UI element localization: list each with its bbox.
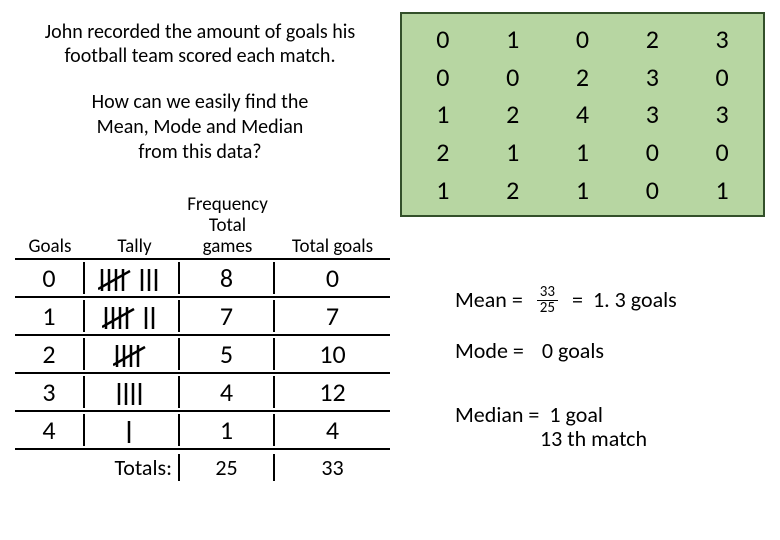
data-grid: 0102300230124332110012101 [400, 12, 765, 217]
cell-tally [85, 338, 180, 370]
cell-goals: 3 [15, 376, 85, 408]
cell-total: 10 [275, 338, 390, 370]
totals-goals: 33 [275, 454, 390, 481]
data-cell: 0 [687, 133, 757, 171]
median-label: Median = [455, 402, 539, 428]
question-line: from this data? [138, 140, 261, 164]
data-cell: 3 [687, 20, 757, 58]
table-row: 414 [15, 410, 390, 448]
cell-total: 0 [275, 262, 390, 294]
data-cell: 1 [408, 96, 478, 134]
data-cell: 1 [478, 20, 548, 58]
totals-freq: 25 [180, 454, 275, 481]
data-cell: 0 [408, 58, 478, 96]
cell-frequency: 4 [180, 376, 275, 408]
data-cell: 0 [478, 58, 548, 96]
data-cell: 0 [408, 20, 478, 58]
cell-goals: 0 [15, 262, 85, 294]
cell-tally [85, 376, 180, 408]
table-row: 080 [15, 258, 390, 296]
data-cell: 1 [548, 133, 618, 171]
cell-total: 12 [275, 376, 390, 408]
data-cell: 0 [687, 58, 757, 96]
cell-goals: 2 [15, 338, 85, 370]
cell-frequency: 1 [180, 414, 275, 446]
cell-total: 4 [275, 414, 390, 446]
data-cell: 2 [478, 171, 548, 209]
question-line: Mean, Mode and Median [97, 115, 304, 139]
table-header-row: Goals Tally Frequency Total games Total … [15, 195, 390, 258]
data-cell: 2 [408, 133, 478, 171]
median-extra: 13 th match [540, 425, 647, 452]
data-cell: 3 [617, 96, 687, 134]
mode-label: Mode = [455, 338, 524, 364]
data-cell: 2 [617, 20, 687, 58]
cell-goals: 4 [15, 414, 85, 446]
data-cell: 1 [478, 133, 548, 171]
data-cell: 4 [548, 96, 618, 134]
mean-fraction: 33 25 [537, 285, 558, 316]
cell-total: 7 [275, 300, 390, 332]
question-text: How can we easily find the Mean, Mode an… [15, 90, 385, 165]
cell-goals: 1 [15, 300, 85, 332]
data-cell: 3 [617, 58, 687, 96]
cell-tally [85, 300, 180, 332]
data-cell: 3 [687, 96, 757, 134]
col-header-frequency: Frequency Total games [180, 195, 275, 258]
mean-equals: = [572, 287, 583, 313]
frequency-table: Goals Tally Frequency Total games Total … [15, 195, 390, 486]
question-line: How can we easily find the [92, 90, 309, 114]
totals-label: Totals: [85, 454, 180, 481]
table-row: 1 77 [15, 296, 390, 334]
mean-result: 1. 3 goals [593, 287, 677, 313]
mode-result: 0 goals [542, 338, 604, 364]
data-cell: 1 [408, 171, 478, 209]
col-header-total: Total goals [275, 237, 390, 258]
data-cell: 1 [548, 171, 618, 209]
mean-row: Mean = 33 25 = 1. 3 goals [455, 285, 775, 316]
cell-frequency: 5 [180, 338, 275, 370]
data-cell: 2 [548, 58, 618, 96]
cell-tally [85, 414, 180, 446]
mean-label: Mean = [455, 287, 523, 313]
table-row: 2 510 [15, 334, 390, 372]
data-cell: 2 [478, 96, 548, 134]
cell-frequency: 7 [180, 300, 275, 332]
col-header-goals: Goals [15, 237, 85, 258]
intro-text: John recorded the amount of goals his fo… [15, 20, 385, 68]
table-row: 3 412 [15, 372, 390, 410]
mode-row: Mode = 0 goals [455, 338, 775, 364]
table-totals-row: Totals: 25 33 [15, 448, 390, 486]
stats-block: Mean = 33 25 = 1. 3 goals Mode = 0 goals… [455, 285, 775, 429]
data-cell: 1 [687, 171, 757, 209]
data-cell: 0 [617, 133, 687, 171]
data-cell: 0 [617, 171, 687, 209]
data-cell: 0 [548, 20, 618, 58]
cell-tally [85, 262, 180, 294]
col-header-tally: Tally [85, 237, 180, 258]
cell-frequency: 8 [180, 262, 275, 294]
